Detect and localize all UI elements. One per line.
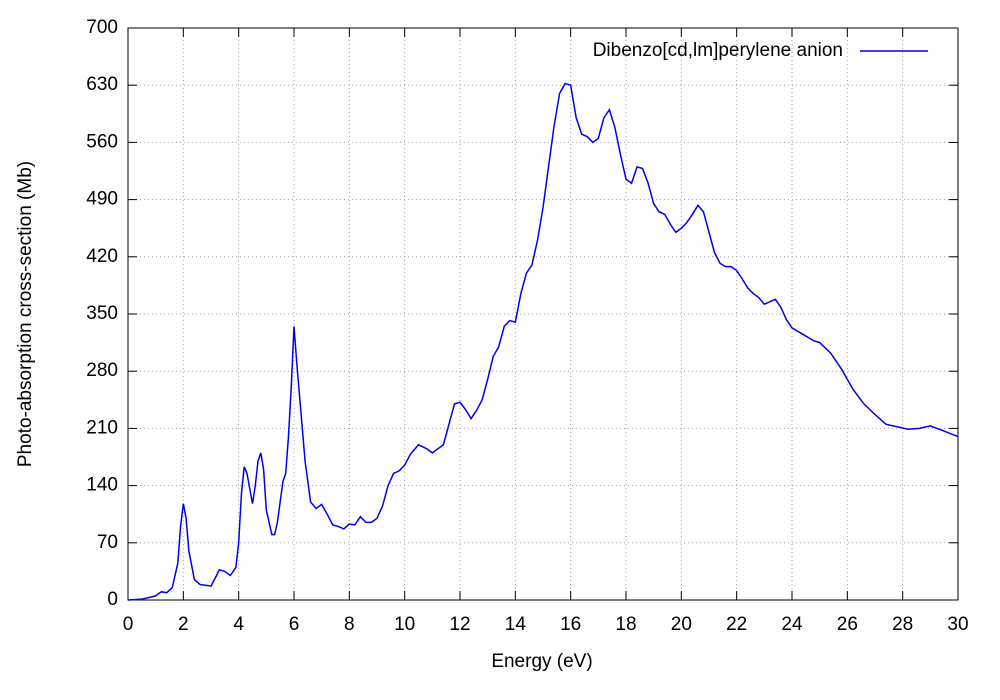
y-tick-label: 630 [86,74,118,95]
x-tick-label: 26 [837,614,858,635]
x-tick-label: 6 [289,614,300,635]
y-tick-label: 420 [86,246,118,267]
x-tick-label: 10 [394,614,415,635]
x-tick-label: 24 [781,614,803,635]
x-tick-label: 18 [615,614,636,635]
x-tick-label: 20 [671,614,692,635]
legend-label: Dibenzo[cd,lm]perylene anion [593,40,843,61]
x-tick-label: 16 [560,614,581,635]
x-tick-label: 0 [123,614,134,635]
y-tick-label: 700 [86,17,118,38]
x-tick-label: 2 [178,614,189,635]
x-tick-label: 28 [892,614,913,635]
y-tick-label: 560 [86,131,118,152]
y-tick-label: 350 [86,303,118,324]
x-tick-label: 30 [947,614,968,635]
y-tick-label: 280 [86,360,118,381]
x-tick-label: 22 [726,614,747,635]
x-tick-label: 4 [233,614,244,635]
y-tick-label: 490 [86,189,118,210]
y-tick-label: 0 [107,589,118,610]
plot-border [127,27,959,601]
y-tick-label: 210 [86,417,118,438]
x-tick-label: 12 [449,614,470,635]
y-axis-label: Photo-absorption cross-section (Mb) [15,161,36,467]
y-tick-label: 70 [97,532,118,553]
y-tick-label: 140 [86,475,118,496]
series-line [127,82,959,601]
x-tick-label: 14 [505,614,527,635]
x-tick-label: 8 [344,614,355,635]
x-axis-label: Energy (eV) [491,651,592,672]
